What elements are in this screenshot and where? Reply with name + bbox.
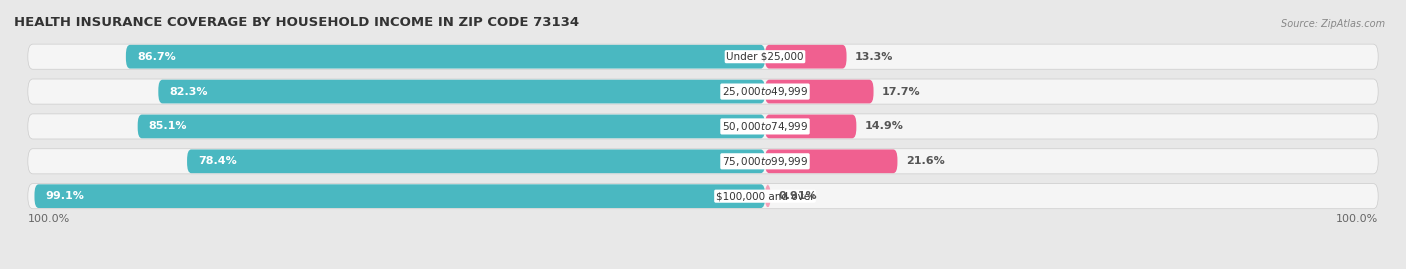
FancyBboxPatch shape <box>127 45 765 69</box>
Text: 99.1%: 99.1% <box>45 191 84 201</box>
FancyBboxPatch shape <box>765 45 846 69</box>
Text: 100.0%: 100.0% <box>1336 214 1378 224</box>
Text: 17.7%: 17.7% <box>882 87 921 97</box>
Text: 86.7%: 86.7% <box>136 52 176 62</box>
FancyBboxPatch shape <box>765 115 856 138</box>
FancyBboxPatch shape <box>28 79 1378 104</box>
FancyBboxPatch shape <box>28 184 1378 209</box>
Text: 21.6%: 21.6% <box>905 156 945 166</box>
Text: $50,000 to $74,999: $50,000 to $74,999 <box>721 120 808 133</box>
Text: 82.3%: 82.3% <box>169 87 208 97</box>
FancyBboxPatch shape <box>187 150 765 173</box>
FancyBboxPatch shape <box>765 150 897 173</box>
Text: $100,000 and over: $100,000 and over <box>716 191 814 201</box>
FancyBboxPatch shape <box>28 149 1378 174</box>
Text: 85.1%: 85.1% <box>149 121 187 132</box>
Text: 78.4%: 78.4% <box>198 156 236 166</box>
FancyBboxPatch shape <box>28 44 1378 69</box>
Text: 14.9%: 14.9% <box>865 121 904 132</box>
Text: 13.3%: 13.3% <box>855 52 893 62</box>
Text: Under $25,000: Under $25,000 <box>727 52 804 62</box>
FancyBboxPatch shape <box>765 184 770 208</box>
Text: $75,000 to $99,999: $75,000 to $99,999 <box>721 155 808 168</box>
Text: 100.0%: 100.0% <box>28 214 70 224</box>
FancyBboxPatch shape <box>138 115 765 138</box>
FancyBboxPatch shape <box>765 80 873 103</box>
Text: $25,000 to $49,999: $25,000 to $49,999 <box>721 85 808 98</box>
Text: Source: ZipAtlas.com: Source: ZipAtlas.com <box>1281 19 1385 29</box>
FancyBboxPatch shape <box>28 114 1378 139</box>
Text: HEALTH INSURANCE COVERAGE BY HOUSEHOLD INCOME IN ZIP CODE 73134: HEALTH INSURANCE COVERAGE BY HOUSEHOLD I… <box>14 16 579 29</box>
FancyBboxPatch shape <box>35 184 765 208</box>
FancyBboxPatch shape <box>159 80 765 103</box>
Text: 0.91%: 0.91% <box>779 191 817 201</box>
